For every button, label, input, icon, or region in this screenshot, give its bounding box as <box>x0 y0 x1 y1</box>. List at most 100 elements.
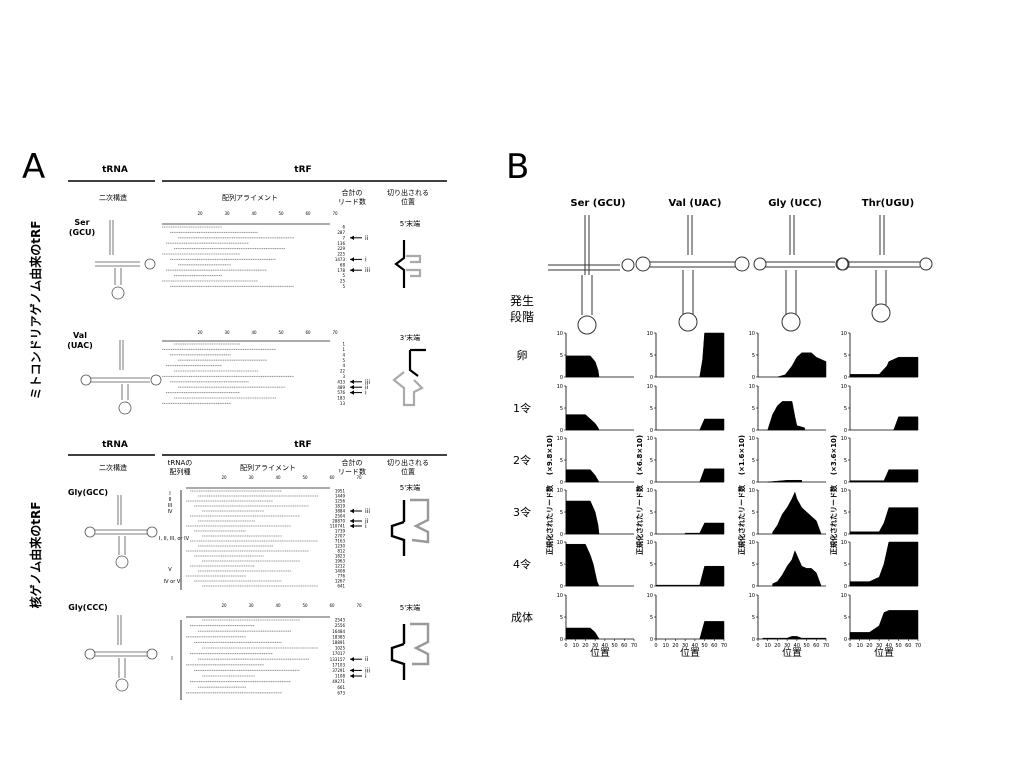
alignment-scale-tick: 50 <box>302 603 308 608</box>
y-tick-label: 10 <box>749 488 755 494</box>
alignment-scale-tick: 60 <box>329 475 335 480</box>
cleavage-arrow-head <box>350 523 354 529</box>
alignment-scale-tick: 50 <box>302 475 308 480</box>
y-tick-label: 5 <box>844 510 847 516</box>
nuc-col-cut-1: 切り出される <box>387 458 429 467</box>
read-count: 287 <box>337 230 345 235</box>
histogram-panel: 0 5 10 <box>557 331 634 381</box>
x-tick-label: 40 <box>794 643 800 649</box>
x-tick-label: 50 <box>701 643 707 649</box>
cleavage-arrow-head <box>350 385 354 390</box>
x-tick-label: 20 <box>774 643 780 649</box>
y-tick-label: 10 <box>841 540 847 546</box>
cleavage-arrow-label: iii <box>365 667 370 674</box>
y-tick-label: 5 <box>560 615 563 621</box>
cleavage-arrow-head <box>350 518 354 524</box>
cleavage-arrow-label: ii <box>365 656 369 663</box>
y-tick-label: 0 <box>560 375 563 381</box>
y-tick-label: 0 <box>560 637 563 643</box>
y-tick-label: 0 <box>650 428 653 434</box>
read-count: 812 <box>337 549 345 554</box>
histogram-panel: 0 5 10 <box>841 331 919 381</box>
y-tick-label: 0 <box>650 480 653 486</box>
cleavage-arrow-head <box>350 508 354 514</box>
gly-gcc-gene-IV: IV <box>168 509 173 515</box>
cleavage-arrow-label: i <box>365 390 367 397</box>
stage-label: 2令 <box>513 453 531 467</box>
nuclear-vertical-label: 核ゲノム由来のtRF <box>28 502 43 609</box>
y-tick-label: 10 <box>841 436 847 442</box>
y-tick-label: 5 <box>650 458 653 464</box>
read-distribution-area <box>849 469 919 483</box>
y-tick-label: 10 <box>749 331 755 337</box>
x-tick-label: 40 <box>692 643 698 649</box>
y-tick-label: 10 <box>841 488 847 494</box>
read-distribution-area <box>565 543 600 587</box>
read-count: 68 <box>340 262 346 267</box>
read-count: 28870 <box>332 519 345 524</box>
cleavage-arrow-head <box>350 390 354 395</box>
x-tick-label: 0 <box>756 643 759 649</box>
read-count: 1449 <box>335 494 346 499</box>
x-axis-label: 位置 <box>590 646 610 659</box>
y-axis-labels: 正規化されたリード数 (×9.8×10) 正規化されたリード数 (×6.8×10) 正規… <box>545 435 838 555</box>
read-count: 6 <box>342 225 345 230</box>
read-count: 433 <box>337 379 345 384</box>
gly-gcc-structure <box>84 495 158 569</box>
read-count: 18891 <box>332 640 345 645</box>
read-count: 16484 <box>332 629 345 634</box>
cleavage-arrow-head <box>350 268 354 273</box>
y-tick-label: 0 <box>752 375 755 381</box>
x-tick-label: 20 <box>866 643 872 649</box>
nuc-col-gene-2: 配列種 <box>170 467 191 476</box>
x-tick-label: 10 <box>663 643 669 649</box>
stage-label: 3令 <box>513 505 531 519</box>
read-count: 4 <box>342 363 345 368</box>
read-distribution-area <box>565 414 600 431</box>
x-axis-label: 位置 <box>782 646 802 659</box>
x-tick-label: 30 <box>682 643 688 649</box>
alignment-scale-tick: 20 <box>221 475 227 480</box>
stage-label: 4令 <box>513 557 531 571</box>
histogram-panel: 0 5 10 <box>557 540 634 590</box>
histogram-panel: 0 5 10 <box>749 384 826 434</box>
y-axis-label: 正規化されたリード数 <box>545 484 554 555</box>
alignment-scale-tick: 60 <box>305 211 311 216</box>
cleavage-arrow-label: ii <box>365 235 369 242</box>
y-tick-label: 5 <box>560 458 563 464</box>
y-axis-scale: (×6.8×10) <box>636 435 644 475</box>
cleavage-arrow-label: iii <box>365 267 370 274</box>
y-tick-label: 0 <box>752 428 755 434</box>
x-tick-label: 10 <box>573 643 579 649</box>
x-tick-label: 0 <box>654 643 657 649</box>
x-tick-label: 0 <box>848 643 851 649</box>
y-tick-label: 0 <box>560 428 563 434</box>
y-tick-label: 5 <box>752 353 755 359</box>
x-axis-label: 位置 <box>874 646 894 659</box>
y-tick-label: 0 <box>650 584 653 590</box>
trna-name-thr: Thr(UGU) <box>862 198 914 209</box>
x-tick-label: 50 <box>895 643 901 649</box>
trna-name-gly: Gly (UCC) <box>768 198 822 209</box>
read-distribution-area <box>893 416 919 431</box>
read-distribution-area <box>772 491 822 535</box>
alignment-scale-tick: 60 <box>305 330 311 335</box>
stage-header-1: 発生 <box>510 294 534 308</box>
read-count: 4 <box>342 352 345 357</box>
alignment-scale-tick: 30 <box>248 603 254 608</box>
cleavage-arrow-head <box>350 668 354 673</box>
read-distribution-area <box>565 500 600 535</box>
y-tick-label: 5 <box>752 615 755 621</box>
histogram-panel: 0 5 10 <box>647 436 725 486</box>
y-axis-label: 正規化されたリード数 <box>737 484 746 555</box>
y-tick-label: 10 <box>647 593 653 599</box>
alignment-scale-tick: 70 <box>356 475 362 480</box>
read-count: 2543 <box>335 618 346 623</box>
read-count: 576 <box>337 390 345 395</box>
read-count: 13 <box>340 401 346 406</box>
panel-b: B Ser (GCU) Val (UAC) Gly (UCC) Thr(UGU) <box>506 147 933 659</box>
nuc-trf-header: tRF <box>294 440 311 450</box>
y-tick-label: 0 <box>844 532 847 538</box>
nuc-col-alignment: 配列アライメント <box>240 463 296 472</box>
